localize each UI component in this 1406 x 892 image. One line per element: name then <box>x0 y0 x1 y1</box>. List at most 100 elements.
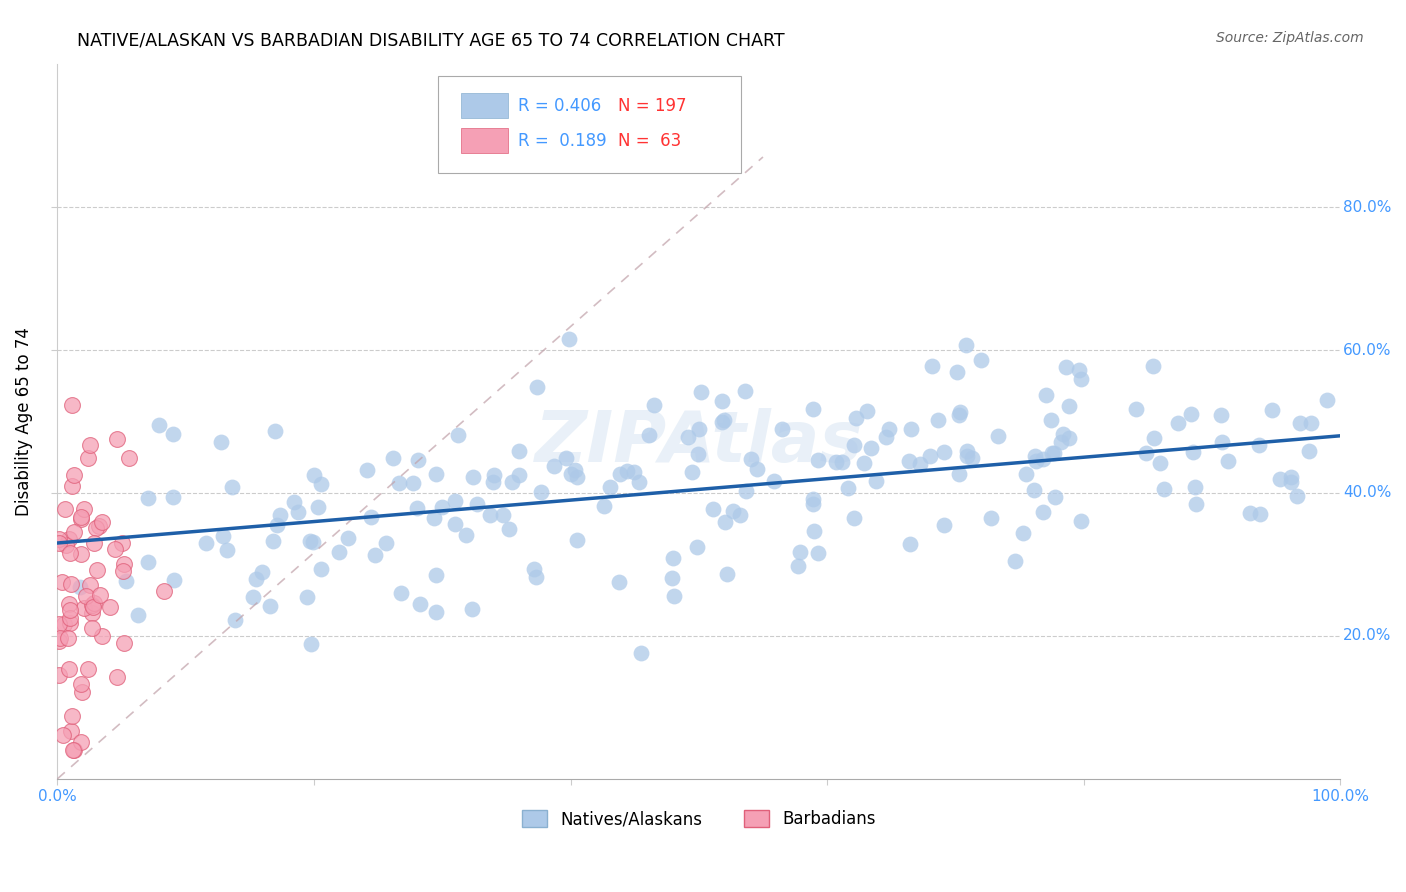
Point <box>859 441 882 455</box>
Text: 80.0%: 80.0% <box>1343 200 1392 215</box>
Point <box>162 426 184 441</box>
Point <box>55 538 77 552</box>
Point <box>374 536 396 550</box>
Point <box>1125 402 1147 417</box>
Point <box>877 422 900 436</box>
Text: 60.0%: 60.0% <box>1343 343 1392 358</box>
Point <box>217 543 239 558</box>
Point <box>89 519 111 533</box>
Point <box>388 475 411 490</box>
Point <box>946 365 969 379</box>
Point <box>162 491 184 505</box>
Point <box>73 601 96 615</box>
Point <box>221 480 243 494</box>
Point <box>58 597 80 611</box>
Point <box>685 540 707 554</box>
Point <box>381 450 404 465</box>
Point <box>59 615 82 630</box>
Point <box>60 709 83 723</box>
Point <box>1285 489 1308 503</box>
Point <box>831 455 853 469</box>
Point <box>212 529 235 543</box>
Point <box>801 401 824 416</box>
Point <box>803 497 825 511</box>
Point <box>295 591 318 605</box>
Point <box>75 589 97 603</box>
Point <box>360 509 382 524</box>
Point <box>1261 402 1284 417</box>
Point <box>987 429 1010 443</box>
Point <box>356 463 378 477</box>
Point <box>444 494 467 508</box>
Point <box>508 443 530 458</box>
Point <box>1045 490 1067 504</box>
Point <box>662 590 685 604</box>
Point <box>302 468 325 483</box>
Point <box>425 467 447 481</box>
Point <box>1153 482 1175 496</box>
Point <box>845 411 868 425</box>
Point <box>58 532 80 546</box>
Point <box>80 620 103 634</box>
Point <box>112 558 135 572</box>
Point <box>447 427 470 442</box>
Point <box>259 599 281 613</box>
Point <box>681 465 703 479</box>
Point <box>661 571 683 585</box>
Point <box>60 479 83 493</box>
Point <box>492 508 515 522</box>
FancyBboxPatch shape <box>461 93 508 119</box>
Point <box>686 447 709 461</box>
Point <box>637 428 659 442</box>
Point <box>76 450 98 465</box>
Point <box>607 574 630 589</box>
Point <box>501 475 523 490</box>
Point <box>803 524 825 539</box>
Point <box>118 451 141 466</box>
Point <box>530 485 553 500</box>
Point <box>842 438 865 452</box>
Point <box>425 568 447 582</box>
Point <box>711 393 734 408</box>
Point <box>63 525 86 540</box>
Point <box>1182 445 1205 459</box>
Point <box>104 541 127 556</box>
Point <box>1218 454 1240 468</box>
Point <box>980 510 1002 524</box>
Point <box>76 662 98 676</box>
Point <box>1211 435 1233 450</box>
Point <box>148 417 170 432</box>
Point <box>1057 399 1080 413</box>
Point <box>789 545 811 559</box>
Point <box>1035 388 1057 402</box>
Point <box>949 405 972 419</box>
Point <box>60 398 83 412</box>
Point <box>461 602 484 616</box>
Point <box>79 578 101 592</box>
Point <box>98 599 121 614</box>
Point <box>69 547 91 561</box>
Text: ZIPAtlas: ZIPAtlas <box>534 409 863 477</box>
Text: 20.0%: 20.0% <box>1343 629 1392 643</box>
Point <box>105 670 128 684</box>
Point <box>1052 427 1074 442</box>
Point <box>948 467 970 481</box>
Point <box>409 597 432 611</box>
Point <box>422 511 444 525</box>
Point <box>623 465 645 479</box>
Point <box>787 559 810 574</box>
Point <box>734 483 756 498</box>
Point <box>48 617 70 632</box>
Point <box>734 384 756 398</box>
Point <box>195 536 218 550</box>
Point <box>1015 467 1038 481</box>
Point <box>1142 359 1164 373</box>
Point <box>363 548 385 562</box>
Point <box>211 434 233 449</box>
Point <box>723 504 745 518</box>
Point <box>82 598 104 612</box>
Point <box>1057 432 1080 446</box>
Point <box>242 591 264 605</box>
Point <box>402 475 425 490</box>
Point <box>62 743 84 757</box>
